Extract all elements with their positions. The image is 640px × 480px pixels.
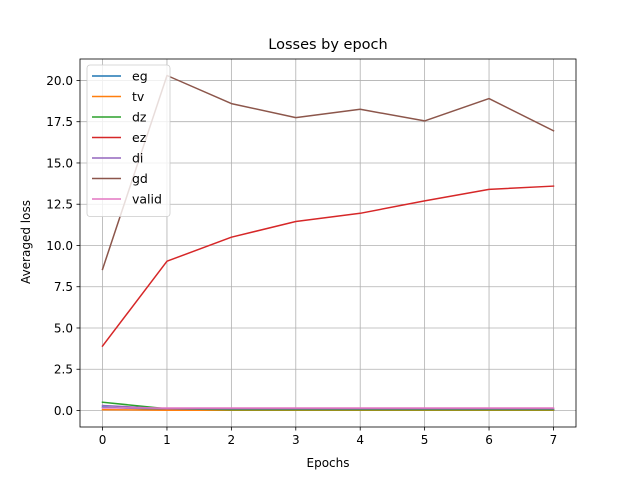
- x-tick-label: 2: [228, 433, 236, 447]
- legend-label-dz: dz: [132, 110, 147, 125]
- y-tick-label: 12.5: [46, 198, 73, 212]
- x-axis-ticks: 0 1 2 3 4 5 6 7: [99, 427, 558, 447]
- x-axis-label: Epochs: [307, 456, 350, 470]
- legend-label-gd: gd: [132, 171, 148, 186]
- series-line-di: [101, 404, 555, 410]
- y-tick-label: 10.0: [46, 239, 73, 253]
- series-lines: [101, 74, 555, 411]
- y-axis-label: Averaged loss: [19, 200, 33, 284]
- y-tick-label: 17.5: [46, 115, 73, 129]
- y-tick-label: 15.0: [46, 156, 73, 170]
- y-tick-label: 5.0: [54, 321, 73, 335]
- x-tick-label: 7: [550, 433, 558, 447]
- y-tick-label: 2.5: [54, 363, 73, 377]
- series-line-ez: [101, 185, 555, 348]
- y-axis-ticks: 0.0 2.5 5.0 7.5 10.0 12.5 15.0 17.5 20.0: [46, 74, 80, 418]
- legend-label-eg: eg: [132, 69, 148, 84]
- x-tick-label: 4: [356, 433, 364, 447]
- y-tick-label: 7.5: [54, 280, 73, 294]
- x-tick-label: 3: [292, 433, 300, 447]
- y-tick-label: 0.0: [54, 404, 73, 418]
- legend-label-valid: valid: [132, 192, 162, 207]
- y-tick-label: 20.0: [46, 74, 73, 88]
- series-line-gd: [101, 74, 555, 271]
- chart-title: Losses by epoch: [268, 37, 387, 53]
- axes-frame: [79, 58, 577, 428]
- legend-label-di: di: [132, 151, 143, 166]
- legend-label-ez: ez: [132, 130, 147, 145]
- x-tick-label: 6: [485, 433, 493, 447]
- x-tick-label: 1: [163, 433, 171, 447]
- legend-label-tv: tv: [132, 89, 145, 104]
- x-tick-label: 5: [421, 433, 429, 447]
- legend: eg tv dz ez di gd valid: [86, 64, 171, 217]
- x-tick-label: 0: [99, 433, 107, 447]
